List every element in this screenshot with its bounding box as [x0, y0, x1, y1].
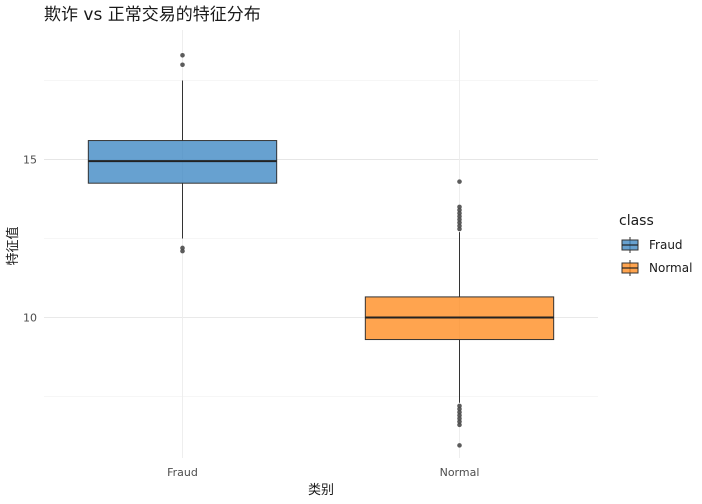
outlier-point — [180, 62, 185, 68]
x-axis-title: 类别 — [308, 483, 334, 498]
box-normal — [364, 179, 555, 448]
outlier-point — [457, 217, 462, 222]
chart-title: 欺诈 vs 正常交易的特征分布 — [44, 5, 261, 25]
outlier-point — [180, 248, 185, 254]
outlier-point — [457, 419, 462, 424]
box-fraud — [87, 52, 278, 254]
legend: class Fraud Normal — [619, 213, 692, 276]
outlier-point — [457, 226, 462, 232]
legend-title: class — [619, 213, 654, 229]
outlier-point — [457, 409, 462, 415]
outlier-point — [180, 245, 185, 251]
label-layer: 10 15 Fraud Normal — [23, 154, 479, 479]
legend-label: Fraud — [649, 238, 683, 252]
outlier-point — [457, 416, 462, 421]
outlier-point — [457, 204, 462, 210]
y-tick-label: 10 — [23, 311, 37, 324]
outlier-point — [457, 443, 462, 448]
legend-entry-fraud: Fraud — [621, 237, 683, 253]
outlier-point — [457, 223, 462, 229]
y-tick-label: 15 — [23, 154, 37, 167]
y-axis-title: 特征值 — [5, 226, 21, 265]
outlier-point — [457, 214, 462, 219]
outlier-point — [457, 403, 462, 409]
x-tick-label: Normal — [440, 466, 480, 479]
box-layer — [87, 52, 555, 448]
grid — [44, 30, 598, 458]
legend-entry-normal: Normal — [621, 260, 692, 276]
outlier-point — [457, 413, 462, 418]
outlier-point — [457, 210, 462, 216]
outlier-point — [457, 406, 462, 412]
outlier-point — [180, 52, 185, 58]
x-tick-label: Fraud — [167, 466, 198, 479]
outlier-point — [457, 422, 462, 428]
outlier-point — [457, 220, 462, 225]
outlier-point — [457, 179, 462, 184]
legend-label: Normal — [649, 261, 692, 275]
outlier-point — [457, 207, 462, 213]
